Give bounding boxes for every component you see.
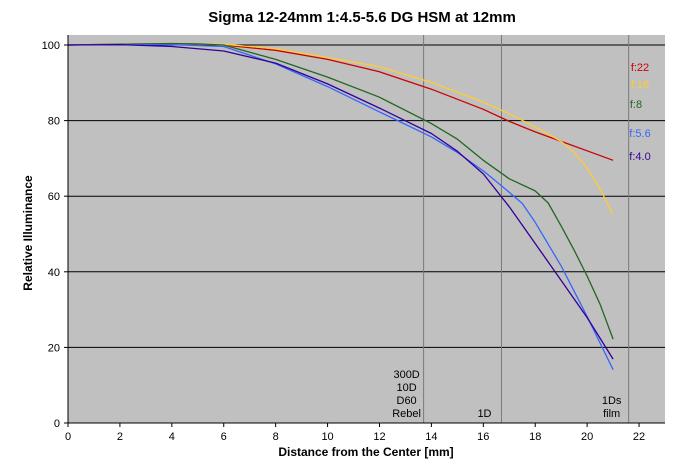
reference-line-label: Rebel [392, 408, 421, 420]
x-tick-label: 6 [221, 431, 227, 443]
x-tick-label: 2 [117, 431, 123, 443]
x-axis: 0 2 4 6 8 10 12 14 16 18 20 22 [65, 422, 665, 443]
x-tick-label: 20 [581, 431, 593, 443]
y-tick-label: 100 [42, 40, 60, 52]
series-line [67, 43, 614, 360]
series-group: f:22 f:16 f:8 f:5.6 f:4.0 [67, 42, 651, 370]
y-tick-label: 0 [54, 418, 60, 430]
x-tick-label: 12 [373, 431, 385, 443]
x-axis-label: Distance from the Center [mm] [278, 445, 453, 459]
x-tick-label: 10 [321, 431, 333, 443]
chart-title: Sigma 12-24mm 1:4.5-5.6 DG HSM at 12mm [208, 9, 516, 26]
series-label: f:5.6 [629, 128, 650, 140]
series-label: f:22 [631, 62, 649, 74]
y-tick-label: 20 [48, 342, 60, 354]
series-label: f:8 [630, 99, 642, 111]
x-tick-label: 4 [169, 431, 175, 443]
x-tick-label: 16 [477, 431, 489, 443]
reference-line-label: 300D [393, 369, 419, 381]
y-axis: 0 20 40 60 80 100 [42, 35, 69, 430]
series-line [67, 43, 614, 370]
x-tick-label: 8 [273, 431, 279, 443]
x-tick-label: 0 [65, 431, 71, 443]
y-axis-label: Relative Illuminance [21, 175, 35, 291]
reference-line-label: D60 [397, 395, 417, 407]
x-tick-label: 18 [529, 431, 541, 443]
series-label: f:16 [631, 79, 649, 91]
reference-line-label: 10D [397, 382, 417, 394]
reference-line-label: film [603, 408, 620, 420]
series-label: f:4.0 [629, 151, 650, 163]
series-line [67, 42, 614, 340]
plot-area [68, 35, 665, 423]
x-tick-label: 22 [633, 431, 645, 443]
x-tick-label: 14 [425, 431, 437, 443]
y-tick-label: 40 [48, 267, 60, 279]
reference-line-label: 1Ds [602, 395, 622, 407]
y-tick-label: 80 [48, 116, 60, 128]
y-tick-label: 60 [48, 191, 60, 203]
reference-line-label: 1D [477, 408, 491, 420]
